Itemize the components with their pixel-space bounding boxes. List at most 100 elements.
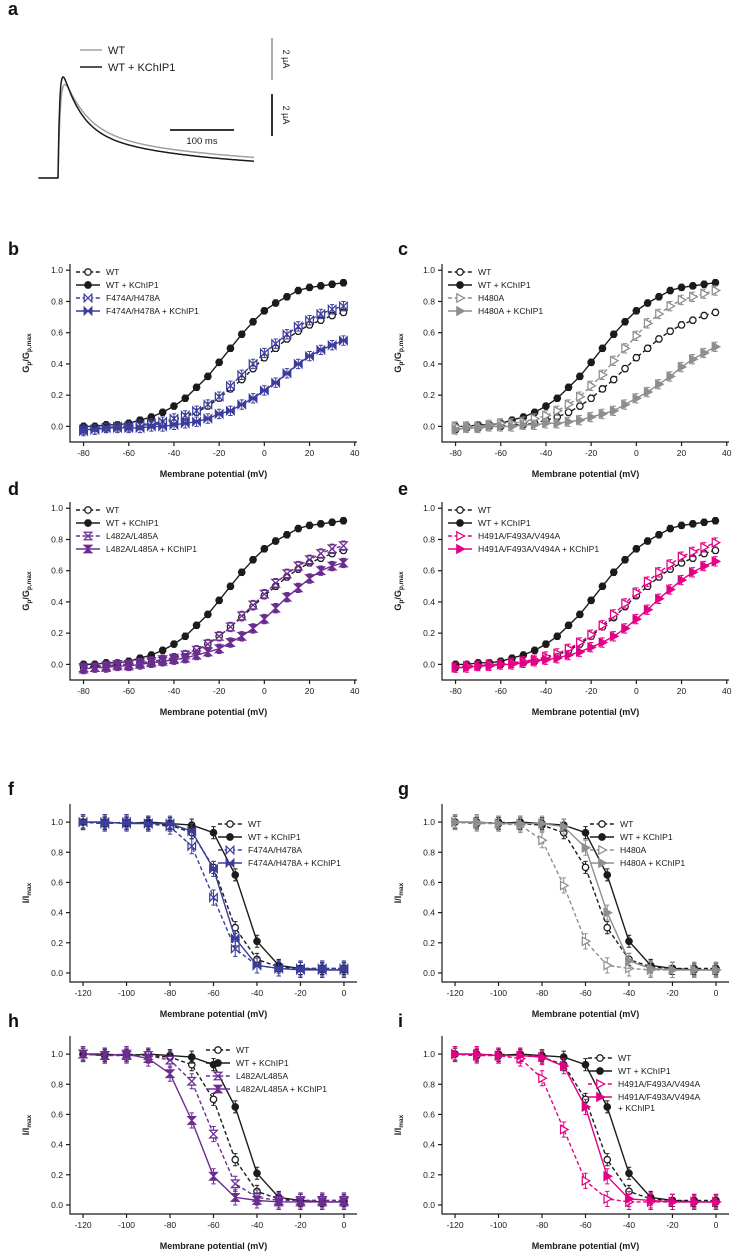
filled-bowtie-marker	[274, 963, 284, 974]
filled-circle-marker	[181, 394, 190, 403]
open-hourglass-marker	[326, 544, 338, 554]
filled-bowtie-marker	[259, 385, 269, 396]
filled-circle-marker	[192, 383, 201, 392]
open-tri-right-marker	[456, 292, 466, 304]
scale-bars: 2 µA 2 µA 100 ms	[170, 38, 291, 147]
filled-hourglass-marker	[100, 663, 112, 672]
filled-circle-marker	[170, 402, 178, 410]
panel-h-inactivation-chart: -120 -100 -80 -60 -40 -20 0 0.0 0.2 0.4 0.6 0.8 1.0 M…	[16, 1026, 371, 1259]
open-circle-marker	[711, 546, 720, 555]
open-bowtie-marker	[339, 300, 348, 312]
open-tri-right-marker	[609, 609, 620, 620]
filled-circle-marker	[643, 299, 652, 307]
filled-circle-marker	[655, 292, 663, 301]
filled-circle-marker	[542, 640, 550, 648]
panel-letter-e: e	[398, 479, 409, 499]
filled-circle-marker	[215, 596, 223, 605]
open-tri-right-marker	[655, 567, 665, 578]
y-axis-label: I/Imax	[21, 882, 33, 903]
filled-circle-marker	[339, 516, 348, 525]
filled-tri-right-marker	[485, 421, 496, 432]
open-tri-right-marker	[576, 391, 586, 402]
filled-circle-marker	[625, 937, 633, 946]
open-tri-right-marker	[621, 598, 631, 609]
legend-label: WT	[620, 819, 634, 829]
open-tri-right-marker	[689, 546, 699, 558]
panel-a-traces-svg: WT WT + KChIP1 2 µA 2 µA 100 ms	[38, 38, 291, 179]
panel-letter-i: i	[398, 1011, 404, 1031]
y-tick-label: 0.2	[423, 938, 435, 948]
filled-tri-right-marker	[559, 821, 570, 832]
x-tick-label: -100	[490, 988, 507, 998]
legend-label: L482A/L485A + KChIP1	[106, 544, 197, 554]
filled-bowtie-marker	[146, 421, 156, 432]
panel-a-current-traces: WT WT + KChIP1 2 µA 2 µA 100 ms	[22, 10, 332, 230]
filled-bowtie-marker	[187, 825, 197, 837]
filled-circle-marker	[456, 519, 464, 527]
panel-d-activation-chart: -80 -60 -40 -20 0 20 40 0.0 0.2 0.4 0.6 0.8 1.0 Membr…	[16, 492, 371, 725]
x-tick-label: -40	[251, 1220, 264, 1230]
filled-bowtie-marker	[296, 964, 305, 976]
filled-circle-marker	[587, 596, 595, 605]
open-tri-right-marker	[689, 291, 699, 303]
legend-label: H480A	[478, 293, 505, 303]
filled-circle-marker	[294, 286, 303, 295]
filled-tri-right-marker	[677, 361, 688, 373]
y-axis-label: Gp/Gp,max	[393, 333, 405, 373]
filled-tri-right-marker	[516, 1050, 526, 1061]
legend-label: L482A/L485A + KChIP1	[236, 1084, 327, 1094]
open-circle-marker	[666, 327, 675, 335]
x-tick-label: -20	[666, 1220, 679, 1230]
filled-tri-right-marker	[456, 305, 466, 317]
filled-hourglass-marker	[295, 1197, 306, 1207]
open-circle-marker	[596, 1054, 604, 1062]
filled-bowtie-marker	[237, 399, 247, 410]
filled-bowtie-marker	[252, 960, 262, 971]
filled-circle-marker	[226, 582, 235, 591]
filled-circle-marker	[581, 828, 590, 837]
open-circle-marker	[456, 268, 464, 276]
series-line	[83, 282, 344, 428]
legend-label: H491A/F493A/V494A + KChIP1	[478, 544, 599, 554]
filled-bowtie-marker	[169, 419, 179, 431]
open-tri-right-marker	[643, 576, 654, 587]
filled-tri-right-marker	[621, 623, 631, 634]
y-axis-label: Gp/Gp,max	[21, 571, 33, 611]
filled-tri-right-marker	[474, 422, 484, 434]
open-hourglass-marker	[82, 531, 94, 541]
open-hourglass-marker	[338, 541, 349, 551]
open-circle-marker	[84, 268, 92, 276]
filled-circle-marker	[632, 545, 641, 553]
filled-hourglass-marker	[259, 614, 270, 624]
filled-circle-marker	[598, 344, 607, 353]
open-tri-right-marker	[643, 318, 654, 329]
open-tri-right-marker	[564, 399, 575, 410]
filled-hourglass-marker	[316, 1197, 328, 1207]
legend-label: F474A/H478A	[248, 845, 302, 855]
open-tri-right-marker	[553, 405, 563, 417]
filled-circle-marker	[271, 537, 280, 545]
open-tri-right-marker	[655, 308, 665, 320]
filled-circle-marker	[700, 280, 708, 289]
filled-circle-marker	[603, 1103, 612, 1111]
filled-hourglass-marker	[142, 1054, 154, 1064]
filled-circle-marker	[677, 521, 686, 530]
y-tick-label: 0.2	[51, 1170, 63, 1180]
filled-tri-right-marker	[711, 556, 722, 567]
y-tick-label: 0.2	[423, 390, 435, 400]
x-tick-label: -40	[623, 1220, 636, 1230]
open-tri-right-marker	[538, 1072, 548, 1084]
filled-hourglass-marker	[225, 638, 236, 647]
filled-bowtie-marker	[225, 857, 235, 869]
x-tick-label: -80	[449, 686, 462, 696]
series-l482a-l485a-kchip1-filled	[78, 557, 349, 675]
filled-hourglass-marker	[208, 1171, 219, 1181]
filled-circle-marker	[84, 519, 92, 527]
filled-tri-right-marker	[553, 652, 563, 664]
x-tick-label: -20	[294, 1220, 307, 1230]
filled-tri-right-marker	[587, 411, 597, 423]
open-bowtie-marker	[271, 338, 281, 349]
filled-circle-marker	[564, 621, 573, 630]
axes: -80 -60 -40 -20 0 20 40 0.0 0.2 0.4 0.6 0.8 1.0	[423, 502, 732, 696]
x-tick-label: -80	[77, 448, 90, 458]
